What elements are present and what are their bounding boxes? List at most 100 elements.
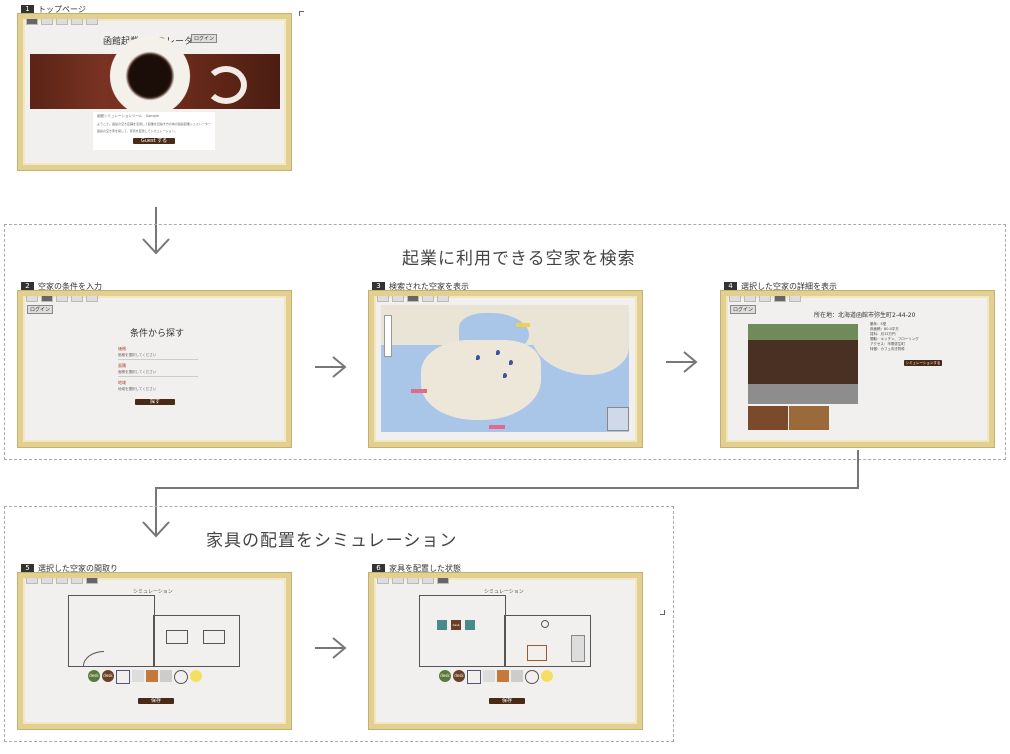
map-view[interactable] [381, 305, 629, 432]
property-detail-line: 賃料：月12万円 [870, 332, 896, 336]
search-button[interactable]: 探す [135, 399, 175, 405]
property-detail-screenshot: ログイン 所在地：北海道函館市弥生町2-44-20 築年：S型 床面積：80.0平… [721, 291, 994, 447]
desk-item-brown[interactable]: desk [453, 670, 465, 682]
step6-number: 6 [372, 564, 385, 573]
step5-label: 5 選択した空家の間取り [21, 563, 118, 574]
arrow-right-1 [315, 356, 347, 378]
browser-tabs [26, 578, 98, 584]
property-detail-line: 間取：キッチン、フローリング [870, 337, 919, 341]
floorplan[interactable]: desk [419, 595, 591, 667]
price-field[interactable]: 価格を選択してください [118, 353, 157, 357]
property-photo-thumb[interactable] [789, 406, 829, 430]
sim-heading: シミュレーション [484, 589, 524, 595]
clock-icon[interactable] [541, 620, 549, 628]
search-section-title: 起業に利用できる空家を検索 [402, 249, 636, 269]
property-detail-list: 築年：S型 床面積：80.0平方 賃料：月12万円 間取：キッチン、フローリング アクセ… [870, 322, 919, 352]
region-field[interactable]: 地域を選択してください [118, 387, 157, 391]
step3-number: 3 [372, 282, 385, 291]
furniture-palette[interactable]: desk desk [88, 670, 202, 684]
arrow-down-1 [142, 207, 170, 255]
connector-down-to-sim [142, 450, 859, 538]
browser-tabs [377, 578, 449, 584]
window [203, 630, 225, 644]
desk-item-brown[interactable]: desk [102, 670, 114, 682]
arrow-right-3 [315, 637, 347, 659]
step1-text: トップページ [38, 5, 86, 14]
corner-mark [660, 610, 665, 615]
desk-item-green[interactable]: desk [439, 670, 451, 682]
simulation-section-title: 家具の配置をシミュレーション [206, 531, 458, 551]
property-detail-line: 築年：S型 [870, 322, 887, 326]
map-pin[interactable] [503, 373, 507, 378]
step3-label: 3 検索された空家を表示 [372, 281, 469, 292]
map-pin[interactable] [476, 355, 480, 360]
placed-desk[interactable]: desk [451, 620, 461, 630]
map-pin[interactable] [496, 350, 500, 355]
furnished-screenshot: シミュレーション desk desk desk 保存 [369, 573, 642, 729]
light-item[interactable] [190, 670, 202, 682]
placed-desk[interactable] [465, 620, 475, 630]
region-label: 地域 [118, 380, 126, 385]
cabinet-item[interactable] [160, 670, 172, 682]
price-label: 価格 [118, 346, 126, 351]
room-left [419, 595, 506, 667]
counter-item[interactable] [146, 670, 158, 682]
clock-icon[interactable] [174, 670, 188, 684]
shelf-item[interactable] [483, 670, 495, 682]
desk-item-green[interactable]: desk [88, 670, 100, 682]
condition-heading: 条件から探す [130, 329, 185, 339]
property-detail-line: 特徴：カフェ向き物件 [870, 347, 905, 351]
intro-box: 函館シミュレーションツール Sample ようこそ。函館の空き店舗を活用して起業… [93, 112, 215, 150]
map-pin[interactable] [509, 360, 513, 365]
step6-label: 6 家具を配置した状態 [372, 563, 461, 574]
save-button[interactable]: 保存 [489, 698, 525, 704]
area-field[interactable]: 面積を選択してください [118, 370, 157, 374]
divider [118, 376, 198, 377]
simulation-section-box [4, 506, 674, 742]
property-detail-line: 床面積：80.0平方 [870, 327, 899, 331]
step4-label: 4 選択した空家の詳細を表示 [724, 281, 837, 292]
simulate-button[interactable]: シミュレーションする [904, 360, 942, 366]
cabinet-item[interactable] [511, 670, 523, 682]
floorplan[interactable] [68, 595, 240, 667]
shelf-item[interactable] [132, 670, 144, 682]
save-button[interactable]: 保存 [138, 698, 174, 704]
placed-desk[interactable] [437, 620, 447, 630]
placed-table[interactable] [527, 645, 547, 661]
counter-item[interactable] [497, 670, 509, 682]
intro-heading: 函館シミュレーションツール Sample [97, 114, 159, 118]
browser-tabs [377, 296, 449, 302]
step1-number: 1 [21, 5, 34, 14]
login-badge[interactable]: ログイン [191, 34, 218, 43]
map-result-screenshot [369, 291, 642, 447]
property-detail-line: アクセス：市電弥生町 [870, 342, 905, 346]
coffee-hero-image [30, 36, 280, 116]
clock-icon[interactable] [525, 670, 539, 684]
intro-line2: 函館の空き家を探して、家具を配置してシミュレーション。 [97, 129, 178, 133]
light-item[interactable] [541, 670, 553, 682]
step6-text: 家具を配置した状態 [389, 564, 461, 573]
corner-mark [299, 11, 304, 16]
step4-text: 選択した空家の詳細を表示 [741, 282, 837, 291]
arrow-right-2 [666, 351, 698, 373]
login-badge[interactable]: ログイン [730, 305, 757, 314]
login-badge[interactable]: ログイン [27, 305, 54, 314]
coffee-cup-image [90, 36, 210, 116]
map-label [489, 425, 505, 429]
step5-text: 選択した空家の間取り [38, 564, 118, 573]
browser-tabs [26, 19, 98, 25]
floorplan-screenshot: シミュレーション desk desk 保存 [18, 573, 291, 729]
guest-button[interactable]: Guest する [133, 138, 175, 144]
step2-label: 2 空家の条件を入力 [21, 281, 102, 292]
placed-cabinet[interactable] [571, 635, 585, 662]
cup-handle [205, 66, 247, 104]
chair-item[interactable] [116, 670, 130, 684]
property-photo-thumb[interactable] [748, 406, 788, 430]
step3-text: 検索された空家を表示 [389, 282, 469, 291]
minimap[interactable] [607, 407, 629, 431]
step1-label: 1 トップページ [21, 4, 86, 15]
chair-item[interactable] [467, 670, 481, 684]
zoom-control[interactable] [384, 315, 392, 357]
area-label: 面積 [118, 363, 126, 368]
furniture-palette[interactable]: desk desk [439, 670, 553, 684]
